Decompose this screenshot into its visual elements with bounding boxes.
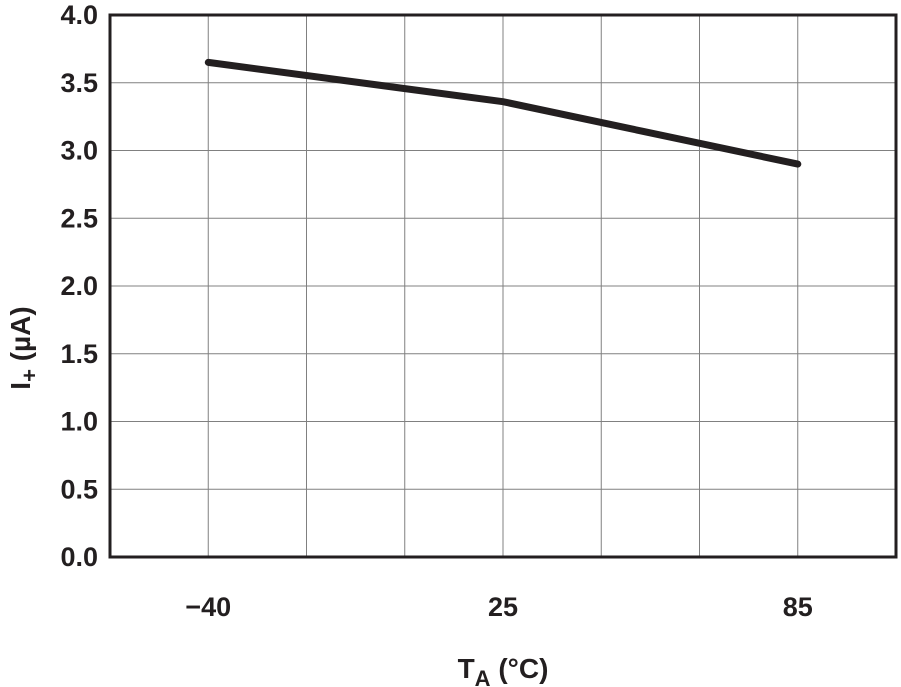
y-tick-label: 2.0 (60, 271, 98, 301)
y-tick-label: 3.5 (60, 68, 98, 98)
x-axis-title: TA (°C) (458, 653, 549, 687)
y-tick-label: 0.5 (60, 474, 98, 504)
plot-frame (108, 13, 898, 559)
y-tick-label: 2.5 (60, 203, 98, 233)
y-tick-label: 4.0 (60, 0, 98, 30)
y-axis-title-sub: + (17, 369, 42, 382)
y-tick-label: 0.0 (60, 542, 98, 572)
x-axis-title-unit: (°C) (491, 653, 549, 684)
x-axis-title-sub: A (475, 666, 491, 687)
y-axis-title-unit: (µA) (5, 306, 36, 369)
y-tick-label: 1.0 (60, 407, 98, 437)
series-line-1 (204, 58, 802, 168)
y-axis-title-main: I (5, 382, 36, 390)
y-axis-title: I+ (µA) (5, 306, 42, 389)
x-tick-label: 85 (783, 592, 813, 622)
x-axis-title-main: T (458, 653, 475, 684)
x-tick-label: 25 (488, 592, 518, 622)
y-tick-label: 3.0 (60, 136, 98, 166)
grid (110, 15, 896, 557)
x-tick-label: −40 (185, 592, 231, 622)
y-tick-labels: 0.0 0.5 1.0 1.5 2.0 2.5 3.0 3.5 4.0 (60, 0, 98, 572)
x-tick-labels: −40 25 85 (185, 592, 812, 622)
y-tick-label: 1.5 (60, 339, 98, 369)
series-group (204, 58, 802, 168)
